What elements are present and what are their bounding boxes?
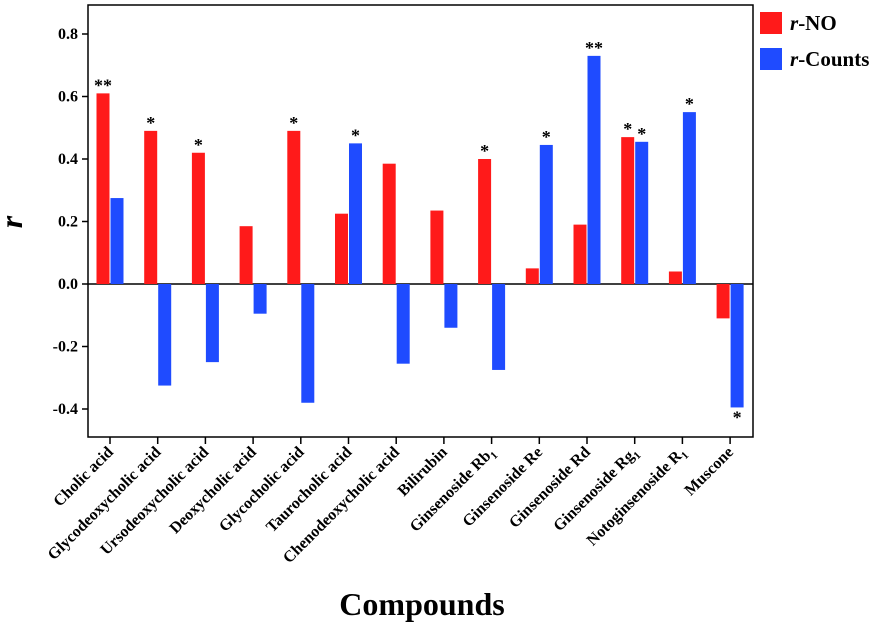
category-name: Ginsenoside Rb — [407, 448, 495, 536]
significance-label: * — [733, 407, 742, 427]
y-tick-label: 0.2 — [58, 214, 78, 231]
bar-r-no — [144, 130, 158, 284]
category-name: Deoxycholic acid — [167, 444, 260, 537]
x-category-label: Glycocholic acid — [216, 444, 308, 536]
bar-r-no — [668, 271, 682, 284]
significance-label: * — [146, 113, 155, 133]
legend-label: r-NO — [790, 11, 837, 35]
category-name: Muscone — [682, 444, 737, 499]
y-tick-label: -0.2 — [53, 339, 78, 356]
bar-r-no — [525, 268, 539, 284]
category-name: Ginsenoside Rd — [506, 444, 594, 532]
significance-label: ** — [585, 38, 603, 58]
bar-r-counts — [492, 284, 506, 370]
bar-r-no — [335, 213, 348, 284]
bar-r-no — [478, 159, 492, 284]
bar-r-counts — [349, 143, 362, 284]
significance-label: * — [194, 135, 203, 155]
bar-r-counts — [396, 284, 410, 364]
bar-r-counts — [635, 141, 649, 284]
y-axis-title: r — [0, 215, 29, 228]
bar-r-no — [621, 137, 635, 284]
x-category-label: Deoxycholic acid — [167, 444, 260, 537]
x-category-label: Taurocholic acid — [263, 444, 355, 536]
bar-r-counts — [158, 284, 172, 386]
bar-r-no — [191, 152, 205, 284]
legend-label: r-Counts — [790, 47, 869, 71]
y-tick-label: 0.6 — [58, 89, 78, 106]
bar-r-counts — [301, 284, 315, 403]
bar-r-no — [96, 93, 110, 284]
bar-r-counts — [253, 284, 267, 314]
bars-group — [96, 55, 744, 408]
bar-r-counts — [730, 284, 744, 408]
bar-r-counts — [110, 198, 124, 284]
x-axis-title: Compounds — [339, 586, 504, 622]
bar-r-counts — [587, 55, 601, 284]
significance-label: * — [480, 141, 489, 161]
bar-r-counts — [205, 284, 219, 363]
legend: r-NOr-Counts — [760, 11, 869, 71]
category-name: Notoginsenoside R — [584, 447, 686, 549]
y-tick-label: 0.8 — [58, 26, 78, 43]
bar-r-no — [573, 224, 587, 284]
bar-r-counts — [539, 144, 553, 284]
bar-r-no — [716, 284, 730, 319]
y-axis: -0.4 -0.2 0.0 0.2 0.4 0.6 0.8 — [53, 26, 88, 418]
x-category-label: Muscone — [682, 444, 737, 499]
bar-r-no — [287, 130, 301, 284]
significance-label: * — [542, 127, 551, 147]
bar-r-counts — [444, 284, 458, 328]
significance-labels: *********** *** — [94, 38, 742, 428]
y-tick-label: -0.4 — [53, 401, 78, 418]
legend-label-rest: -Counts — [798, 47, 869, 71]
bar-r-counts — [682, 112, 696, 284]
significance-label: * — [623, 119, 632, 139]
legend-swatch — [760, 48, 782, 70]
significance-label: * — [637, 124, 646, 144]
x-category-label: Ginsenoside Rd — [506, 444, 594, 532]
legend-label-italic: r — [790, 11, 799, 35]
significance-label: * — [685, 94, 694, 114]
significance-label: * — [289, 113, 298, 133]
bar-r-no — [239, 226, 253, 284]
legend-label-rest: -NO — [798, 11, 837, 35]
y-tick-label: 0.0 — [58, 276, 78, 293]
significance-label: * — [351, 125, 360, 145]
bar-r-no — [382, 163, 396, 284]
plot-frame — [87, 4, 754, 438]
legend-label-italic: r — [790, 47, 799, 71]
category-name: Glycocholic acid — [216, 444, 308, 536]
significance-label: ** — [94, 75, 112, 95]
bar-r-no — [430, 210, 444, 284]
legend-swatch — [760, 12, 782, 34]
category-name: Taurocholic acid — [263, 444, 355, 536]
y-tick-label: 0.4 — [58, 151, 78, 168]
